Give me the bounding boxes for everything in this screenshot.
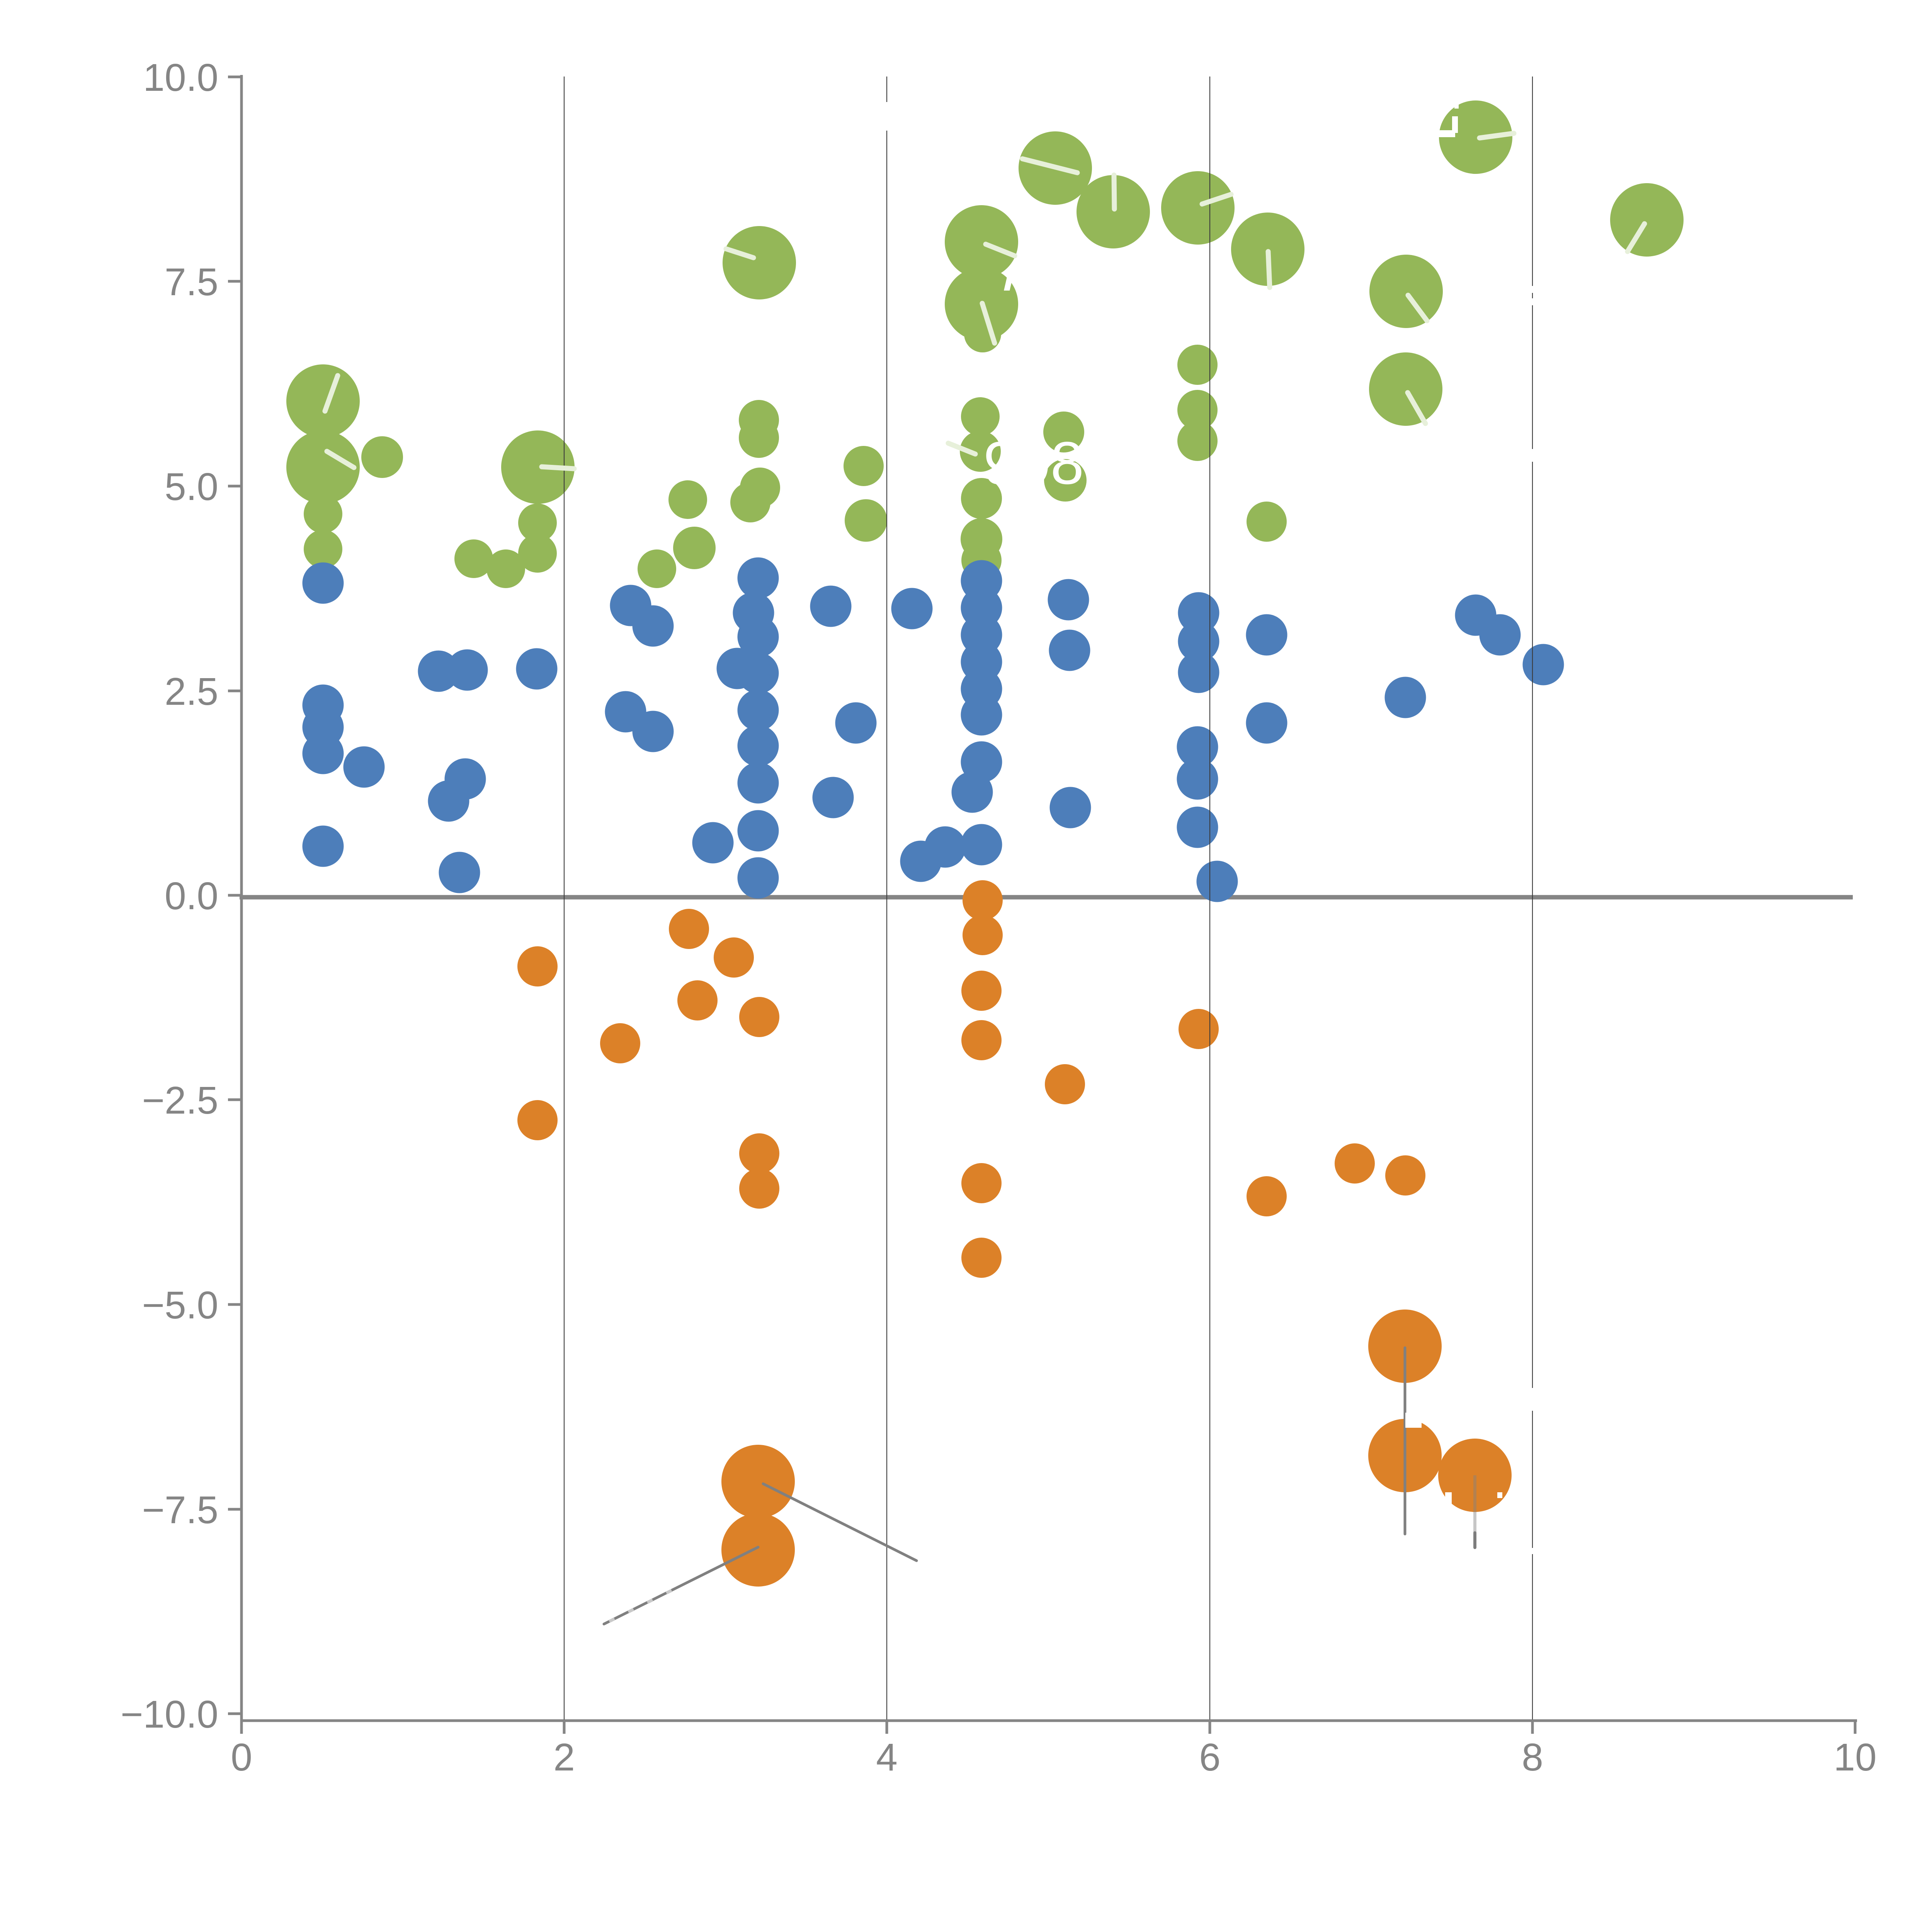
svg-text:5.0: 5.0 bbox=[165, 465, 218, 509]
svg-text:2: 2 bbox=[553, 1736, 575, 1779]
svg-text:4: 4 bbox=[876, 1736, 898, 1779]
svg-text:−2.5: −2.5 bbox=[142, 1079, 218, 1122]
svg-text:−10.0: −10.0 bbox=[121, 1693, 218, 1736]
svg-text:0: 0 bbox=[231, 1736, 252, 1779]
svg-text:6: 6 bbox=[1199, 1736, 1221, 1779]
svg-text:−5.0: −5.0 bbox=[142, 1284, 218, 1327]
svg-text:908: 908 bbox=[983, 430, 1084, 497]
svg-text:7.5: 7.5 bbox=[165, 260, 218, 304]
svg-text:−7.5: −7.5 bbox=[142, 1488, 218, 1532]
svg-text:8: 8 bbox=[1522, 1736, 1543, 1779]
svg-text:10: 10 bbox=[1833, 1736, 1876, 1779]
svg-text:10.0: 10.0 bbox=[143, 56, 218, 99]
svg-text:2.5: 2.5 bbox=[165, 670, 218, 713]
svg-text:0.0: 0.0 bbox=[165, 874, 218, 918]
